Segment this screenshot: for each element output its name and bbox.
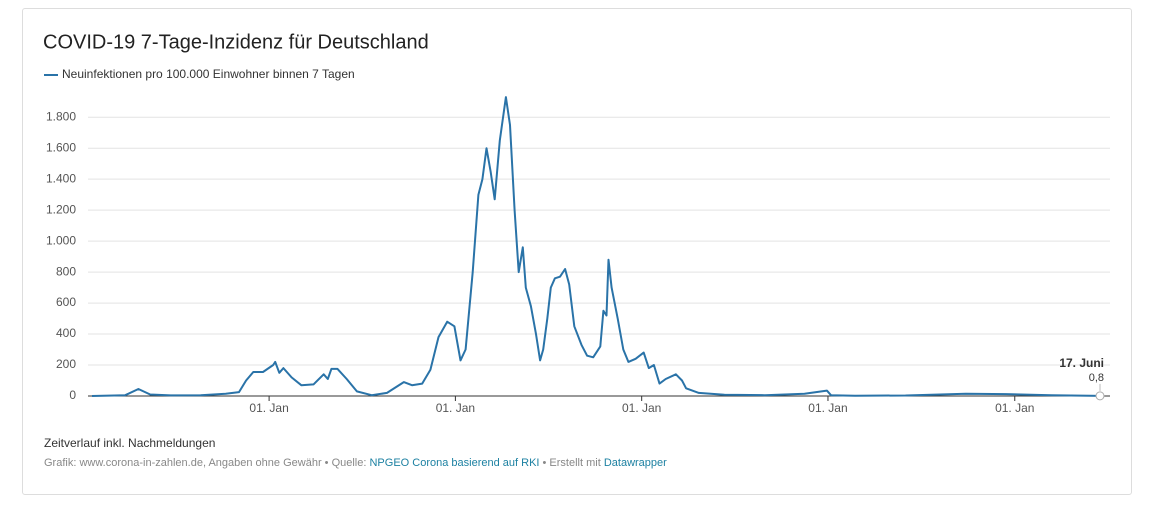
source-text: • Erstellt mit	[539, 457, 604, 469]
end-point	[1095, 391, 1105, 401]
annotation-date: 17. Juni	[1059, 356, 1104, 370]
y-tick-label: 1.000	[46, 233, 76, 247]
chart-card	[22, 8, 1132, 495]
x-tick-label: 01. Jan	[436, 401, 475, 415]
legend-label: Neuinfektionen pro 100.000 Einwohner bin…	[62, 67, 355, 81]
x-tick-label: 01. Jan	[249, 401, 288, 415]
data-line	[91, 96, 1101, 397]
source-link[interactable]: NPGEO Corona basierend auf RKI	[369, 457, 540, 469]
annotation-value: 0,8	[1089, 372, 1104, 384]
note: Zeitverlauf inkl. Nachmeldungen	[44, 436, 216, 450]
y-tick-label: 600	[56, 295, 76, 309]
x-tick-label: 01. Jan	[808, 401, 847, 415]
chart: COVID-19 7-Tage-Inzidenz für Deutschland…	[43, 31, 1110, 415]
y-tick-label: 0	[69, 388, 76, 402]
tool-link[interactable]: Datawrapper	[603, 457, 667, 469]
y-tick-label: 1.200	[46, 202, 76, 216]
y-tick-label: 200	[56, 357, 76, 371]
source: Grafik: www.corona-in-zahlen.de, Angaben…	[44, 457, 667, 469]
source-text: Grafik: www.corona-in-zahlen.de, Angaben…	[44, 457, 370, 469]
chart-title: COVID-19 7-Tage-Inzidenz für Deutschland	[43, 31, 429, 53]
x-tick-label: 01. Jan	[622, 401, 661, 415]
y-tick-label: 1.600	[46, 140, 76, 154]
y-tick-label: 800	[56, 264, 76, 278]
y-tick-label: 1.800	[46, 109, 76, 123]
x-tick-label: 01. Jan	[995, 401, 1034, 415]
y-tick-label: 400	[56, 326, 76, 340]
y-tick-label: 1.400	[46, 171, 76, 185]
